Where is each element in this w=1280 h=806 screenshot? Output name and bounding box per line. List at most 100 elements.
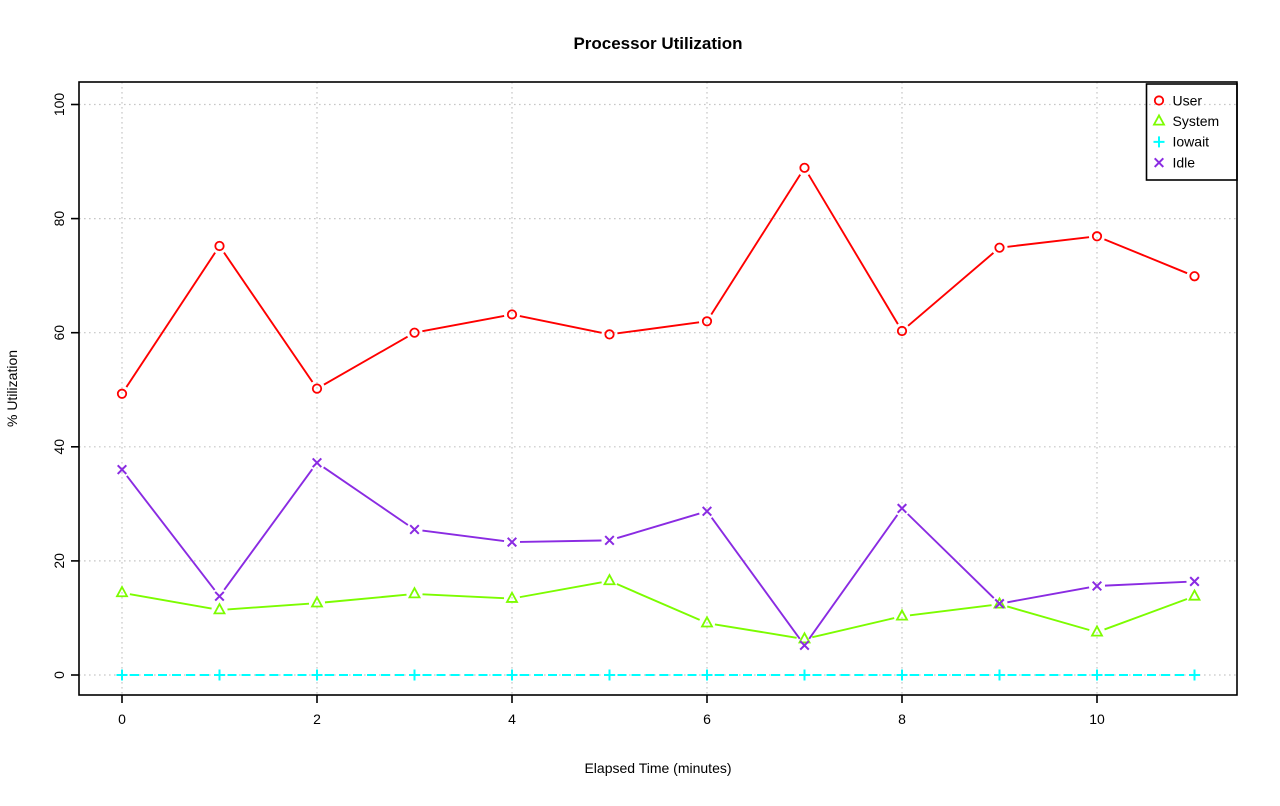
series-line-segment — [422, 529, 505, 542]
data-point-marker — [116, 388, 128, 399]
series-line-segment — [223, 252, 314, 383]
data-point-marker — [797, 631, 812, 644]
data-point-marker — [896, 325, 908, 337]
data-point-marker — [604, 535, 615, 546]
data-point-marker — [896, 669, 908, 681]
series-line-segment — [1007, 586, 1090, 604]
series-line-segment — [907, 513, 995, 599]
series-line-segment — [324, 593, 407, 604]
series-line-segment — [422, 314, 505, 333]
x-tick-label: 8 — [898, 711, 906, 727]
y-axis-label: % Utilization — [4, 350, 20, 427]
legend-label: Idle — [1173, 154, 1196, 170]
data-point-marker — [115, 585, 129, 598]
data-point-marker — [407, 586, 422, 599]
series-line-segment — [807, 174, 899, 325]
data-point-marker — [604, 329, 615, 340]
data-point-marker — [311, 383, 323, 394]
data-point-marker — [116, 464, 128, 475]
series-line-segment — [422, 593, 505, 600]
chart-title: Processor Utilization — [573, 34, 742, 53]
data-point-marker — [700, 615, 714, 628]
series-line-segment — [1007, 236, 1090, 248]
data-point-marker — [506, 669, 518, 681]
data-point-marker — [1090, 624, 1104, 637]
legend-circle-icon — [1153, 95, 1165, 106]
series-line-segment — [323, 466, 409, 526]
data-point-marker — [409, 669, 420, 681]
series-line-segment — [710, 174, 802, 316]
data-point-marker — [799, 162, 810, 173]
series-line-segment — [909, 604, 992, 617]
data-point-marker — [896, 503, 908, 514]
legend-x-icon — [1153, 157, 1165, 168]
series-line-segment — [616, 512, 700, 539]
legend-plus-icon — [1153, 136, 1165, 148]
grid-layer — [79, 82, 1237, 695]
series-line-segment — [125, 252, 216, 388]
legend-entry-iowait: Iowait — [1153, 134, 1210, 150]
series-iowait — [116, 669, 1200, 681]
data-point-marker — [895, 608, 909, 621]
data-point-marker — [409, 327, 420, 338]
data-point-marker — [992, 596, 1007, 609]
x-tick-label: 4 — [508, 711, 516, 727]
data-point-marker — [311, 669, 323, 681]
series-line-segment — [616, 583, 701, 621]
series-line-segment — [617, 321, 700, 335]
x-tick-label: 10 — [1089, 711, 1105, 727]
series-user — [116, 162, 1200, 399]
series-idle — [116, 457, 1200, 651]
y-tick-label: 60 — [51, 325, 67, 341]
x-tick-label: 6 — [703, 711, 711, 727]
data-point-marker — [311, 457, 323, 468]
data-point-marker — [701, 669, 713, 681]
y-tick-label: 20 — [51, 553, 67, 569]
legend-entry-user: User — [1153, 92, 1203, 108]
series-line-segment — [227, 602, 310, 611]
legend-triangle-icon — [1152, 113, 1166, 126]
data-point-marker — [506, 537, 518, 548]
data-point-marker — [1091, 580, 1103, 592]
series-line-segment — [1006, 605, 1090, 631]
x-tick-label: 2 — [313, 711, 321, 727]
data-point-marker — [799, 669, 810, 681]
data-point-marker — [505, 590, 519, 603]
series-line-segment — [126, 475, 216, 591]
series-line-segment — [323, 335, 409, 386]
legend-entry-system: System — [1152, 113, 1219, 129]
series-line-segment — [1104, 598, 1188, 631]
legend-label: Iowait — [1173, 134, 1210, 150]
data-point-marker — [1091, 669, 1103, 681]
legend-box — [1145, 83, 1238, 181]
data-point-marker — [1189, 576, 1200, 587]
series-line-segment — [1104, 580, 1187, 587]
series-line-segment — [223, 468, 314, 591]
series-line-segment — [710, 517, 801, 640]
legend-label: User — [1173, 92, 1203, 108]
series-layer — [115, 162, 1202, 681]
y-tick-label: 100 — [51, 93, 67, 117]
series-line-segment — [812, 617, 895, 639]
series-line-segment — [907, 252, 995, 327]
data-point-marker — [1189, 669, 1200, 681]
legend: User System Iowait Idle — [1145, 83, 1238, 181]
series-line-segment — [129, 593, 212, 610]
y-tick-label: 40 — [51, 439, 67, 455]
data-point-marker — [214, 240, 225, 252]
x-axis-label: Elapsed Time (minutes) — [584, 760, 731, 776]
y-tick-label: 80 — [51, 211, 67, 227]
data-point-marker — [994, 242, 1005, 253]
data-point-marker — [701, 316, 713, 327]
legend-entry-idle: Idle — [1153, 154, 1196, 170]
series-line-segment — [519, 315, 602, 334]
series-line-segment — [808, 514, 899, 640]
data-point-marker — [116, 669, 128, 681]
data-point-marker — [701, 506, 713, 517]
data-point-marker — [310, 595, 324, 608]
data-point-marker — [994, 598, 1005, 609]
data-point-marker — [602, 573, 617, 586]
series-line-segment — [714, 623, 797, 639]
